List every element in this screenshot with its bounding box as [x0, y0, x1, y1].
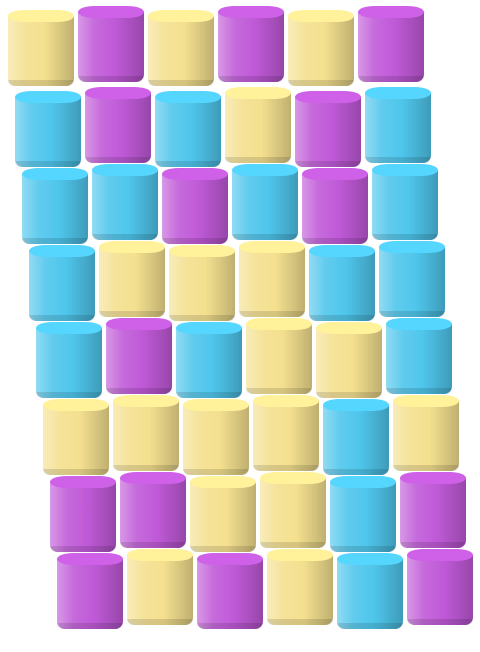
cylinder-tile[interactable] [22, 168, 88, 244]
cylinder-tile[interactable] [295, 91, 361, 167]
cylinder-tile[interactable] [162, 168, 228, 244]
cylinder-tile[interactable] [302, 168, 368, 244]
cylinder-tile[interactable] [246, 318, 312, 394]
cylinder-tile[interactable] [358, 6, 424, 82]
cylinder-tile[interactable] [225, 87, 291, 163]
cylinder-tile[interactable] [106, 318, 172, 394]
cylinder-tile[interactable] [372, 164, 438, 240]
cylinder-tile[interactable] [309, 245, 375, 321]
cylinder-tile[interactable] [127, 549, 193, 625]
cylinder-tile[interactable] [316, 322, 382, 398]
cylinder-tile[interactable] [323, 399, 389, 475]
cylinder-tile[interactable] [337, 553, 403, 629]
cylinder-tile[interactable] [92, 164, 158, 240]
cylinder-tile[interactable] [29, 245, 95, 321]
cylinder-tile[interactable] [239, 241, 305, 317]
cylinder-tile[interactable] [120, 472, 186, 548]
cylinder-tile[interactable] [232, 164, 298, 240]
cylinder-tile[interactable] [155, 91, 221, 167]
cylinder-tile[interactable] [288, 10, 354, 86]
cylinder-tile[interactable] [50, 476, 116, 552]
cylinder-tile[interactable] [15, 91, 81, 167]
cylinder-tile[interactable] [190, 476, 256, 552]
cylinder-tile[interactable] [8, 10, 74, 86]
cylinder-tile[interactable] [379, 241, 445, 317]
cylinder-tile[interactable] [169, 245, 235, 321]
cylinder-tile[interactable] [330, 476, 396, 552]
cylinder-tile[interactable] [176, 322, 242, 398]
cylinder-tile[interactable] [253, 395, 319, 471]
cylinder-tile[interactable] [260, 472, 326, 548]
cylinder-tile[interactable] [85, 87, 151, 163]
cylinder-tile[interactable] [148, 10, 214, 86]
cylinder-tile[interactable] [407, 549, 473, 625]
cylinder-tile[interactable] [393, 395, 459, 471]
cylinder-tile[interactable] [197, 553, 263, 629]
cylinder-tile[interactable] [267, 549, 333, 625]
cylinder-tile[interactable] [78, 6, 144, 82]
cylinder-tile[interactable] [113, 395, 179, 471]
cylinder-tile[interactable] [99, 241, 165, 317]
cylinder-tile[interactable] [400, 472, 466, 548]
cylinder-tile[interactable] [386, 318, 452, 394]
cylinder-tile[interactable] [218, 6, 284, 82]
cylinder-tile[interactable] [365, 87, 431, 163]
cylinder-tile[interactable] [36, 322, 102, 398]
cylinder-tile[interactable] [57, 553, 123, 629]
cylinder-tile[interactable] [183, 399, 249, 475]
cylinder-tile[interactable] [43, 399, 109, 475]
